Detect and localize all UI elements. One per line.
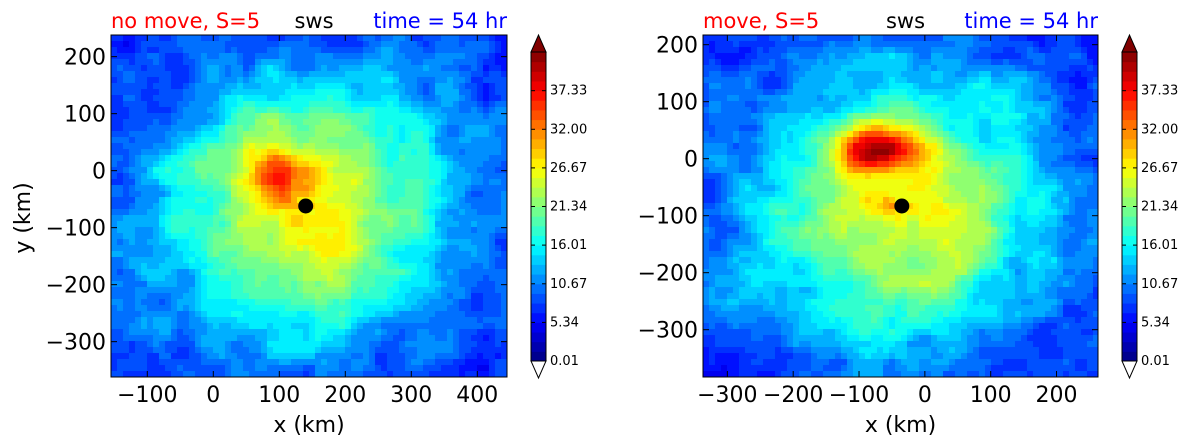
colorbar-tick-label: 5.34 bbox=[550, 315, 579, 330]
x-tick-label: −200 bbox=[763, 383, 823, 408]
storm-center-marker bbox=[894, 198, 910, 214]
title-center: sws bbox=[294, 9, 333, 33]
colorbar-tick-label: 21.34 bbox=[550, 200, 587, 215]
colorbar-tick-label: 37.33 bbox=[1141, 84, 1178, 99]
x-tick-label: 200 bbox=[324, 383, 366, 408]
title-right: time = 54 hr bbox=[373, 9, 507, 33]
colorbar-tick-label: 32.00 bbox=[550, 122, 587, 137]
y-tick-label: 100 bbox=[656, 91, 698, 116]
panel-1: −100 0 100 200 300 400 200 100 0 −100 −200 −300 x (k… bbox=[11, 9, 587, 438]
y-tick-label: −100 bbox=[46, 217, 106, 242]
colorbar-extend-min bbox=[1121, 360, 1138, 380]
axes-frame bbox=[702, 34, 1099, 378]
title-left: no move, S=5 bbox=[111, 9, 260, 33]
colorbar-tick-label: 26.67 bbox=[550, 161, 587, 176]
x-tick-label: 200 bbox=[1036, 383, 1078, 408]
y-tick-label: 100 bbox=[64, 103, 106, 128]
x-axis-label: x (km) bbox=[273, 413, 344, 438]
title-left: move, S=5 bbox=[703, 9, 819, 33]
colorbar-tick-label: 10.67 bbox=[550, 277, 587, 292]
colorbar-tick-label: 16.01 bbox=[550, 238, 587, 253]
x-tick-label: 100 bbox=[258, 383, 300, 408]
x-tick-label: 0 bbox=[918, 383, 932, 408]
colorbar: 37.33 32.00 26.67 21.34 16.01 10.67 5.34 0.01 bbox=[530, 33, 587, 380]
colorbar-extend-max bbox=[1121, 33, 1138, 53]
x-tick-label: 100 bbox=[970, 383, 1012, 408]
x-tick-label: −100 bbox=[117, 383, 177, 408]
y-tick-label: −100 bbox=[638, 205, 698, 230]
y-tick-label: 0 bbox=[684, 148, 698, 173]
colorbar-tick-label: 0.01 bbox=[550, 354, 579, 369]
x-tick-label: −100 bbox=[829, 383, 889, 408]
y-tick-label: 200 bbox=[64, 46, 106, 71]
y-axis-label: y (km) bbox=[11, 182, 36, 253]
colorbar-tick-label: 10.67 bbox=[1141, 277, 1178, 292]
y-tick-label: −200 bbox=[46, 274, 106, 299]
x-axis-label: x (km) bbox=[865, 413, 936, 438]
x-tick-label: −300 bbox=[697, 383, 757, 408]
colorbar-extend-max bbox=[530, 33, 547, 53]
title-center: sws bbox=[886, 9, 925, 33]
axes-frame bbox=[110, 34, 508, 378]
y-tick-label: −300 bbox=[46, 331, 106, 356]
panel-2: −300 −200 −100 0 100 2002001000−100−200−300x … bbox=[638, 9, 1179, 438]
colorbar-tick-label: 5.34 bbox=[1141, 315, 1170, 330]
storm-center-marker bbox=[298, 198, 314, 214]
colorbar-tick-label: 26.67 bbox=[1141, 161, 1178, 176]
colorbar-tick-label: 37.33 bbox=[550, 84, 587, 99]
y-tick-label: 0 bbox=[92, 160, 106, 185]
contour-field bbox=[703, 35, 1098, 377]
y-tick-label: −300 bbox=[638, 319, 698, 344]
title-right: time = 54 hr bbox=[964, 9, 1098, 33]
colorbar: 37.33 32.00 26.67 21.34 16.01 10.67 5.34 0.01 bbox=[1121, 33, 1178, 380]
colorbar-extend-min bbox=[530, 360, 547, 380]
x-tick-label: 400 bbox=[456, 383, 498, 408]
x-tick-label: 300 bbox=[390, 383, 432, 408]
colorbar-tick-label: 0.01 bbox=[1141, 354, 1170, 369]
y-tick-label: −200 bbox=[638, 262, 698, 287]
colorbar-tick-label: 32.00 bbox=[1141, 122, 1178, 137]
colorbar-tick-label: 16.01 bbox=[1141, 238, 1178, 253]
x-tick-label: 0 bbox=[206, 383, 220, 408]
contour-field bbox=[111, 35, 507, 377]
y-tick-label: 200 bbox=[656, 34, 698, 59]
colorbar-tick-label: 21.34 bbox=[1141, 200, 1178, 215]
